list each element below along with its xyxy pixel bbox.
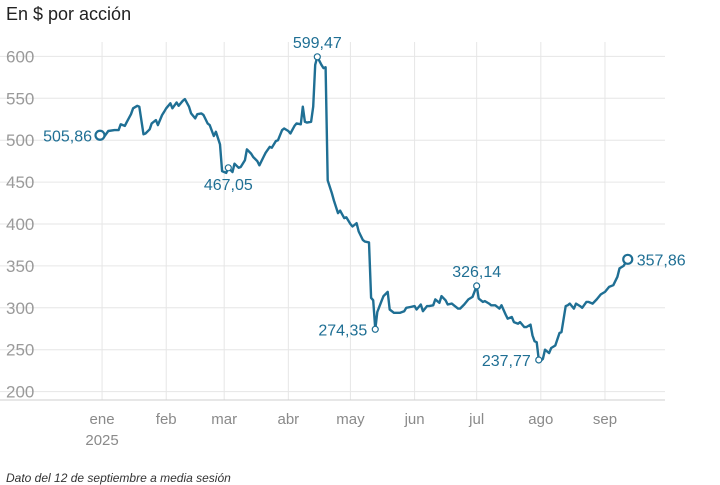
annotation-marker (94, 129, 106, 141)
y-axis-ticks: 200 250 300 350 400 450 500 550 600 (6, 47, 34, 401)
x-tick-label: mar (211, 411, 237, 428)
annotation-marker (224, 164, 232, 172)
annotation-label: 599,47 (293, 35, 342, 52)
x-tick-label: ene (90, 411, 115, 428)
x-tick-label: sep (593, 411, 617, 428)
annotation-marker (622, 253, 634, 265)
x-tick-year-label: 2025 (85, 432, 118, 449)
x-tick-label: may (336, 411, 365, 428)
annotation-label: 467,05 (204, 177, 253, 194)
price-series-line (99, 55, 629, 362)
y-tick-label: 500 (6, 131, 34, 150)
y-tick-label: 600 (6, 47, 34, 66)
x-tick-label: jun (404, 411, 425, 428)
y-tick-label: 300 (6, 299, 34, 318)
annotation-label: 505,86 (43, 128, 92, 145)
x-tick-label: ago (528, 411, 553, 428)
annotation-marker (473, 282, 481, 290)
annotation-label: 326,14 (452, 264, 501, 281)
gridlines (0, 42, 665, 400)
chart-title: En $ por acción (6, 4, 132, 24)
y-tick-label: 250 (6, 341, 34, 360)
annotation-marker (371, 325, 379, 333)
annotation-marker (313, 53, 321, 61)
annotation-label: 357,86 (637, 252, 686, 269)
y-tick-label: 550 (6, 89, 34, 108)
annotation-label: 274,35 (318, 322, 367, 339)
annotation-label: 237,77 (482, 353, 531, 370)
x-axis-ticks: ene 2025 feb mar abr may jun jul ago sep (85, 411, 617, 449)
footnote: Dato del 12 de septiembre a media sesión (6, 471, 231, 485)
x-tick-label: abr (277, 411, 299, 428)
x-tick-label: jul (468, 411, 484, 428)
value-annotations: 505,86 467,05 599,47 274,35 326,14 237,77 357,… (43, 35, 686, 370)
annotation-marker (535, 356, 543, 364)
y-tick-label: 400 (6, 215, 34, 234)
x-tick-label: feb (156, 411, 177, 428)
y-tick-label: 200 (6, 383, 34, 402)
y-tick-label: 350 (6, 257, 34, 276)
y-tick-label: 450 (6, 173, 34, 192)
